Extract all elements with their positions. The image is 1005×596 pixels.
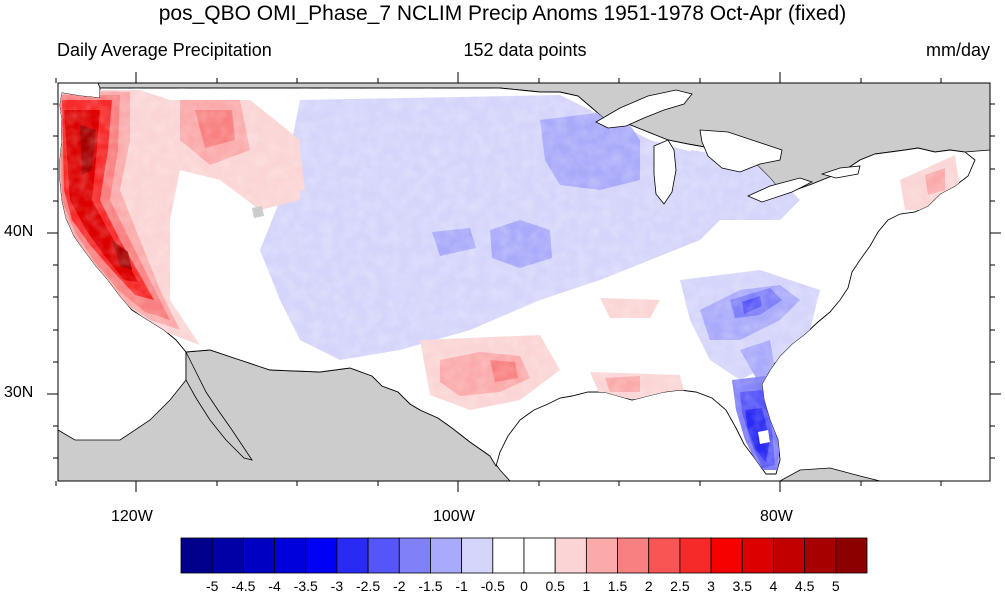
lake-ontario [820,165,861,179]
colorbar-label: 5 [831,578,840,594]
colorbar-box [367,537,400,574]
x-tick-label-100w: 100W [433,508,475,525]
lake-huron [699,129,783,173]
colorbar-label: 3 [707,578,715,594]
colorbar-label: 4.5 [794,578,815,594]
x-tick-label-80w: 80W [760,508,793,525]
colorbar-box [585,537,618,574]
colorbar-label: 0 [520,578,528,594]
colorbar-label: 1.5 [607,578,628,594]
lake-superior [595,89,693,129]
colorbar-label: 4 [769,578,778,594]
baja-california [185,351,253,461]
colorbar-label: 2 [644,578,653,594]
colorbar-box [430,537,463,574]
colorbar-label: -0.5 [480,578,505,594]
colorbar-label: -1.5 [418,578,443,594]
colorbar [180,537,868,574]
y-tick-label-40n: 40N [4,223,34,240]
colorbar-box [523,537,556,574]
left-subtitle: Daily Average Precipitation [57,40,272,60]
colorbar-box [398,537,431,574]
colorbar-label: 1 [582,578,591,594]
map-title: pos_QBO OMI_Phase_7 NCLIM Precip Anoms 1… [158,2,847,25]
colorbar-label: -2 [393,578,406,594]
colorbar-label: -1 [455,578,468,594]
colorbar-label: -3.5 [293,578,318,594]
x-tick-label-120w: 120W [111,508,153,525]
colorbar-box [617,537,650,574]
colorbar-label: 2.5 [670,578,690,594]
colorbar-box [305,537,338,574]
lake-erie [747,177,814,203]
lake-okeechobee [758,430,770,444]
colorbar-box [835,537,868,574]
great-salt-lake [252,206,264,218]
colorbar-box [242,537,275,574]
colorbar-label: -5 [205,578,219,594]
colorbar-label: -4 [268,578,281,594]
colorbar-box [492,537,525,574]
colorbar-label: 3.5 [732,578,752,594]
colorbar-label: -3 [330,578,344,594]
colorbar-box [336,537,369,574]
colorbar-box [710,537,743,574]
axis-ticks [47,72,1001,492]
colorbar-box [180,537,213,574]
colorbar-box [461,537,494,574]
colorbar-box [741,537,774,574]
map-frame [57,82,991,482]
colorbar-box [554,537,587,574]
colorbar-box [648,537,681,574]
colorbar-label: 0.5 [545,578,565,594]
colorbar-box [773,537,806,574]
center-subtitle: 152 data points [463,40,587,60]
colorbar-box [274,537,307,574]
colorbar-label: -2.5 [356,578,381,594]
lake-michigan [653,139,677,205]
y-tick-label-30n: 30N [4,384,34,401]
colorbar-box [211,537,244,574]
colorbar-box [804,537,837,574]
colorbar-label: -4.5 [231,578,256,594]
units-label: mm/day [925,40,990,60]
cuba-landmass [779,467,881,481]
colorbar-box [679,537,712,574]
